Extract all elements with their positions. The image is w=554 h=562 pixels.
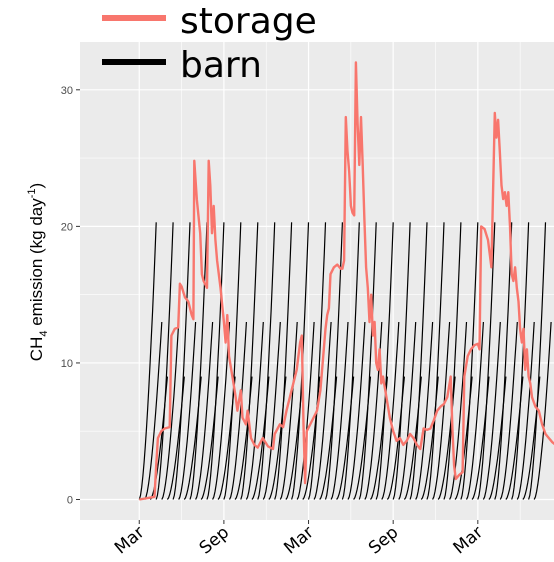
barn-segment [279, 321, 298, 500]
legend-label-barn: barn [180, 45, 262, 86]
barn-segment [245, 321, 264, 500]
storage-series-line [139, 61, 554, 501]
panel-background [80, 42, 554, 520]
barn-segment [155, 222, 174, 500]
barn-segment [324, 222, 343, 500]
barn-segment [274, 222, 293, 500]
barn-segment [415, 321, 434, 500]
y-tick-label: 30 [61, 85, 73, 97]
x-tick-label: Mar [111, 523, 148, 559]
barn-segment [409, 222, 428, 500]
x-tick-label: Sep [365, 523, 402, 559]
y-tick-label: 10 [61, 358, 73, 370]
barn-segment [499, 321, 518, 500]
barn-segment [426, 222, 445, 500]
x-tick-label: Mar [450, 523, 487, 559]
x-tick-label: Mar [280, 523, 317, 559]
barn-segment [262, 321, 281, 500]
barn-segment [465, 321, 484, 500]
barn-segment [392, 222, 411, 500]
barn-segment [460, 222, 479, 500]
barn-segment [330, 321, 349, 500]
barn-segment [358, 222, 377, 500]
barn-segment [477, 222, 496, 500]
barn-segment [223, 222, 242, 500]
barn-segment [257, 222, 276, 500]
barn-segment [144, 321, 163, 500]
barn-segment [494, 222, 513, 500]
y-axis: 0 10 20 30 [61, 85, 80, 507]
legend-label-storage: storage [180, 1, 317, 42]
barn-segment [313, 321, 332, 500]
barn-series [138, 222, 552, 500]
barn-segment [482, 321, 501, 500]
barn-segment [189, 222, 208, 500]
barn-segment [161, 321, 180, 500]
x-tick-label: Sep [196, 523, 233, 559]
barn-segment [381, 321, 400, 500]
barn-segment [212, 321, 231, 500]
barn-segment [240, 222, 259, 500]
barn-segment [516, 321, 535, 500]
barn-segment [347, 321, 366, 500]
x-axis: Mar Sep Mar Sep Mar [111, 520, 487, 558]
barn-segment [449, 321, 468, 500]
barn-segment [172, 222, 191, 500]
barn-segment [511, 222, 530, 500]
barn-segment [375, 222, 394, 500]
barn-segment [432, 321, 451, 500]
barn-segment [291, 222, 310, 500]
barn-segment [533, 321, 552, 500]
barn-segment [138, 222, 157, 500]
y-tick-label: 0 [67, 495, 73, 507]
y-axis-title: CH4 emission (kg day-1) [26, 183, 50, 361]
barn-segment [195, 321, 214, 500]
barn-segment [178, 321, 197, 500]
y-tick-label: 20 [61, 221, 73, 233]
barn-segment [341, 222, 360, 500]
legend: storage barn [102, 1, 317, 86]
barn-segment [228, 321, 247, 500]
